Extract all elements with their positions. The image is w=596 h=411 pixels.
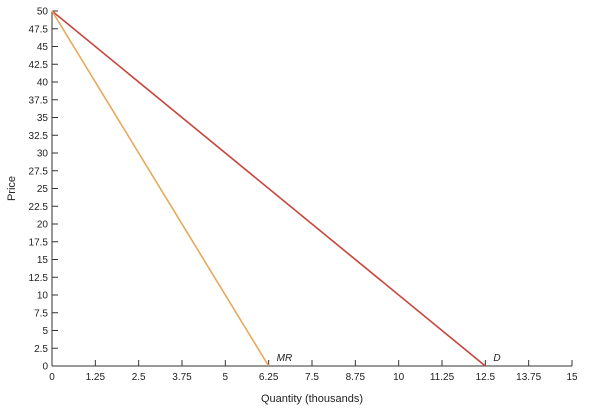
y-axis-title: Price xyxy=(6,176,18,201)
labels-layer: D MR xyxy=(277,353,501,364)
axes: 0 2.5 5 7.5 10 12.5 15 17.5 20 22.5 25 27.5 30 32.5 35… xyxy=(29,7,578,384)
y-tick-label: 32.5 xyxy=(29,131,49,142)
x-tick-label: 11.25 xyxy=(430,372,455,383)
y-tick-label: 0 xyxy=(42,362,48,373)
y-tick-label: 42.5 xyxy=(29,60,49,71)
series-layer xyxy=(51,10,486,367)
y-tick-label: 5 xyxy=(42,326,48,337)
x-tick-label: 5 xyxy=(223,372,229,383)
series-line-mr xyxy=(51,10,270,367)
y-tick-label: 37.5 xyxy=(29,95,49,106)
y-tick-label: 27.5 xyxy=(29,166,49,177)
y-tick-label: 17.5 xyxy=(29,237,49,248)
x-tick-label: 13.75 xyxy=(516,372,541,383)
x-tick-label: 7.5 xyxy=(305,372,319,383)
series-line-d xyxy=(51,10,486,367)
y-tick-label: 2.5 xyxy=(34,344,48,355)
x-tick-label: 15 xyxy=(566,372,578,383)
series-label-d: D xyxy=(493,353,500,364)
x-tick-label: 1.25 xyxy=(86,372,106,383)
y-tick-label: 35 xyxy=(37,113,49,124)
x-axis-title: Quantity (thousands) xyxy=(261,393,363,405)
y-tick-label: 22.5 xyxy=(29,202,49,213)
y-tick-label: 47.5 xyxy=(29,24,49,35)
x-tick-label: 10 xyxy=(393,372,405,383)
series-label-mr: MR xyxy=(277,353,293,364)
y-tick-label: 45 xyxy=(37,42,49,53)
x-tick-label: 3.75 xyxy=(172,372,192,383)
x-tick-label: 2.5 xyxy=(132,372,146,383)
y-tick-label: 20 xyxy=(37,220,49,231)
x-tick-label: 8.75 xyxy=(346,372,366,383)
x-tick-label: 6.25 xyxy=(259,372,279,383)
y-tick-label: 12.5 xyxy=(29,273,49,284)
x-tick-label: 12.5 xyxy=(476,372,496,383)
x-tick-label: 0 xyxy=(49,372,55,383)
y-tick-label: 25 xyxy=(37,184,49,195)
y-tick-label: 7.5 xyxy=(34,308,48,319)
y-tick-label: 40 xyxy=(37,78,49,89)
y-tick-label: 15 xyxy=(37,255,49,266)
y-tick-label: 50 xyxy=(37,7,49,18)
y-tick-label: 30 xyxy=(37,149,49,160)
y-tick-label: 10 xyxy=(37,291,49,302)
